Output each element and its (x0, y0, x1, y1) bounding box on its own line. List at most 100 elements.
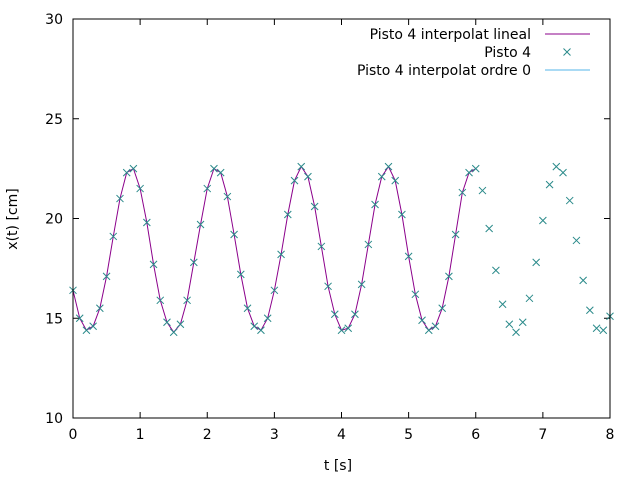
data-point (599, 326, 608, 335)
data-point (552, 162, 561, 171)
data-point (337, 326, 346, 335)
data-point (304, 172, 312, 181)
data-point (505, 320, 514, 329)
data-point (203, 184, 212, 193)
data-point (384, 162, 393, 171)
data-point (398, 210, 406, 219)
data-point (579, 276, 588, 285)
x-tick-label: 3 (270, 427, 279, 443)
data-point (236, 270, 245, 279)
data-point (525, 294, 534, 303)
data-point (478, 186, 487, 195)
data-point (512, 328, 520, 337)
data-point (357, 280, 366, 289)
legend-label: Pisto 4 interpolat lineal (370, 27, 531, 43)
data-point (297, 162, 306, 171)
legend-swatch (563, 48, 571, 56)
plot-frame (72, 18, 611, 419)
data-point (371, 200, 379, 209)
data-point (183, 296, 191, 305)
data-point (142, 218, 151, 227)
data-point (418, 316, 426, 325)
data-point (156, 296, 165, 305)
y-tick-label: 30 (45, 12, 63, 28)
data-point (277, 250, 285, 259)
x-tick-label: 8 (606, 427, 615, 443)
data-point (89, 322, 97, 331)
data-point (465, 168, 473, 177)
data-point (458, 188, 467, 197)
data-point (196, 220, 205, 229)
data-point (518, 318, 527, 327)
data-point (82, 326, 91, 335)
data-point (498, 300, 507, 309)
x-tick-label: 4 (337, 427, 346, 443)
data-point (565, 196, 574, 205)
x-tick-label: 7 (538, 427, 547, 443)
data-point (344, 324, 353, 333)
data-point (572, 236, 581, 245)
data-point (351, 310, 359, 319)
x-tick-label: 1 (136, 427, 145, 443)
x-tick-label: 6 (471, 427, 480, 443)
data-point (485, 224, 494, 233)
y-axis-label: x(t) [cm] (5, 188, 21, 249)
plot-series (69, 162, 614, 337)
data-point (263, 314, 272, 323)
data-point (471, 164, 480, 173)
data-point (216, 168, 225, 177)
legend-label: Pisto 4 (484, 45, 531, 61)
x-axis-label: t [s] (324, 458, 352, 474)
data-point (169, 328, 178, 337)
data-point (122, 168, 131, 177)
data-point (243, 304, 252, 313)
data-point (391, 176, 400, 185)
data-point (75, 314, 84, 323)
data-point (330, 310, 339, 319)
data-point (290, 176, 299, 185)
data-point (431, 322, 440, 331)
data-point (230, 230, 238, 239)
data-point (95, 304, 104, 313)
y-tick-label: 10 (45, 411, 63, 427)
x-tick-label: 2 (203, 427, 212, 443)
data-point (324, 282, 332, 291)
data-point (377, 172, 386, 181)
data-point (445, 272, 453, 281)
data-point (317, 242, 326, 251)
data-point (163, 318, 171, 327)
data-point (176, 320, 185, 329)
data-point (424, 326, 433, 335)
data-point (364, 240, 373, 249)
data-point (223, 192, 232, 201)
data-point (438, 304, 447, 313)
y-tick-label: 20 (45, 212, 63, 228)
x-tick-label: 0 (69, 427, 78, 443)
data-point (451, 230, 460, 239)
data-point (283, 210, 292, 219)
y-tick-label: 25 (45, 112, 63, 128)
legend-label: Pisto 4 interpolat ordre 0 (357, 63, 531, 79)
data-point (539, 216, 547, 225)
data-point (586, 306, 594, 315)
data-point (210, 164, 218, 173)
data-point (189, 258, 198, 267)
y-tick-label: 15 (45, 311, 63, 327)
data-point (545, 180, 554, 189)
data-point (109, 232, 118, 241)
data-point (149, 260, 158, 269)
data-point (129, 164, 138, 173)
data-point (136, 184, 144, 193)
data-point (404, 252, 413, 261)
data-point (116, 194, 124, 203)
data-point (559, 168, 567, 177)
data-point (250, 322, 259, 331)
data-point (592, 324, 601, 333)
data-point (102, 272, 111, 281)
data-point (532, 258, 541, 267)
data-point (411, 290, 420, 299)
data-point (270, 286, 279, 295)
data-point (310, 202, 319, 211)
legend: Pisto 4 interpolat lineal Pisto 4 Pisto 4 … (357, 27, 590, 79)
